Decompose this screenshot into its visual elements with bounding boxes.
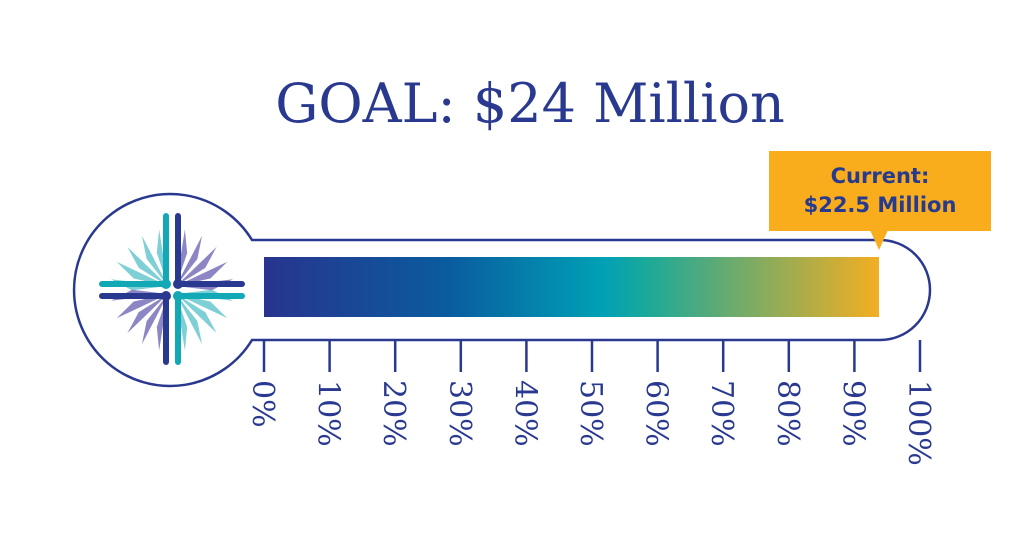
logo	[99, 213, 245, 365]
callout: Current: $22.5 Million	[769, 151, 991, 250]
logo-dot	[161, 291, 171, 301]
tick-label: 80%	[770, 380, 805, 447]
logo-petal	[176, 261, 228, 286]
tick-label: 100%	[901, 380, 936, 466]
logo-petal	[127, 294, 168, 334]
logo-petal	[176, 294, 203, 345]
logo-petal	[176, 294, 217, 334]
tick-label: 50%	[573, 380, 608, 447]
goal-title: GOAL: $24 Million	[275, 72, 785, 135]
tick-label: 60%	[639, 380, 674, 447]
tick-label: 40%	[507, 380, 542, 447]
logo-petal	[141, 294, 168, 345]
progress-fill	[264, 257, 879, 317]
logo-petal	[176, 235, 203, 286]
logo-dot	[161, 279, 171, 289]
logo-petal	[176, 246, 217, 286]
callout-box	[769, 151, 991, 231]
axis-ticks: 0% 10% 20% 30% 40% 50% 60% 70% 80% 90% 100%	[245, 340, 936, 466]
tick-label: 20%	[376, 380, 411, 447]
callout-label: Current:	[831, 164, 930, 188]
logo-dot	[173, 279, 183, 289]
tick-label: 10%	[311, 380, 346, 447]
logo-petal	[176, 294, 228, 319]
callout-pointer	[870, 230, 888, 250]
logo-petal	[141, 235, 168, 286]
logo-petal	[116, 261, 168, 286]
tick-label: 0%	[245, 380, 280, 428]
logo-dot	[173, 291, 183, 301]
tick-label: 70%	[704, 380, 739, 447]
tick-label: 90%	[835, 380, 870, 447]
callout-value: $22.5 Million	[804, 193, 957, 217]
logo-petal	[127, 246, 168, 286]
tick-label: 30%	[442, 380, 477, 447]
logo-petal	[116, 294, 168, 319]
